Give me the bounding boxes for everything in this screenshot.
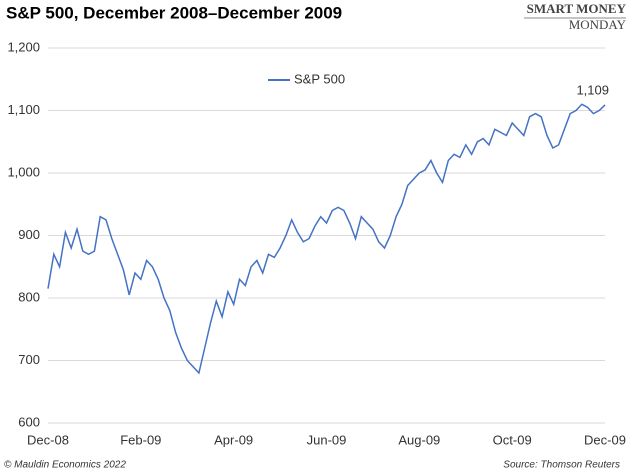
series-line [47, 103, 606, 375]
x-tick-label: Oct-09 [493, 432, 532, 447]
y-tick-label: 1,200 [7, 39, 40, 54]
footer-right: Source: Thomson Reuters [503, 460, 620, 471]
y-tick-label: 700 [18, 352, 40, 367]
footer-left: © Mauldin Economics 2022 [4, 460, 126, 471]
x-tick-label: Apr-09 [214, 432, 253, 447]
y-tick-label: 900 [18, 227, 40, 242]
y-tick-label: 1,000 [7, 164, 40, 179]
logo-top: SMART MONEY [527, 1, 627, 16]
x-tick-label: Feb-09 [120, 432, 161, 447]
chart-title: S&P 500, December 2008–December 2009 [6, 3, 342, 22]
end-label: 1,109 [576, 82, 609, 97]
x-tick-label: Dec-09 [584, 432, 626, 447]
x-tick-label: Dec-08 [27, 432, 69, 447]
logo-bottom: MONDAY [569, 17, 627, 32]
y-tick-label: 600 [18, 414, 40, 429]
x-tick-label: Jun-09 [307, 432, 347, 447]
y-tick-label: 800 [18, 289, 40, 304]
legend-label: S&P 500 [294, 71, 345, 86]
x-tick-label: Aug-09 [398, 432, 440, 447]
y-tick-label: 1,100 [7, 102, 40, 117]
